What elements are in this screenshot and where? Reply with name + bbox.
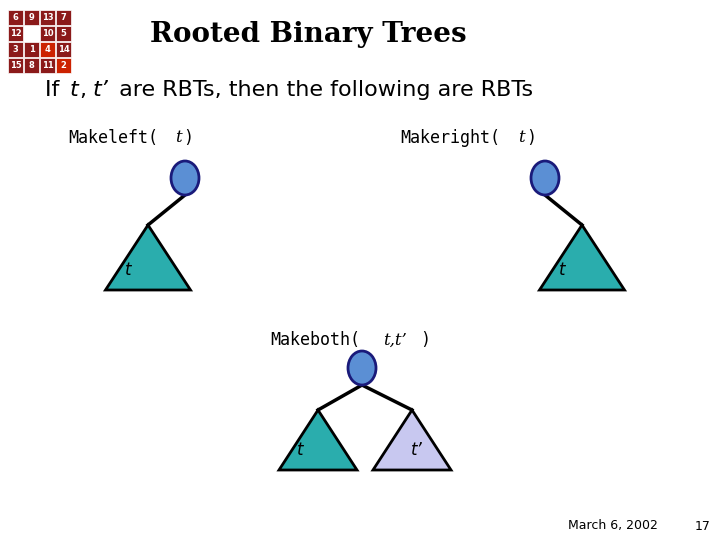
Bar xyxy=(56,26,71,41)
Text: ,: , xyxy=(80,80,94,100)
Bar xyxy=(24,26,39,41)
Bar xyxy=(40,26,55,41)
Text: t: t xyxy=(125,261,131,279)
Text: 14: 14 xyxy=(58,45,69,54)
Bar xyxy=(8,10,23,25)
Ellipse shape xyxy=(531,161,559,195)
Polygon shape xyxy=(106,225,191,290)
Text: Makeleft(: Makeleft( xyxy=(68,129,158,147)
Polygon shape xyxy=(539,225,624,290)
Bar xyxy=(24,42,39,57)
Text: are RBTs, then the following are RBTs: are RBTs, then the following are RBTs xyxy=(112,80,533,100)
Text: 6: 6 xyxy=(12,13,19,22)
Text: t: t xyxy=(70,80,78,100)
Text: 15: 15 xyxy=(9,61,22,70)
Text: Rooted Binary Trees: Rooted Binary Trees xyxy=(150,22,467,49)
Text: 3: 3 xyxy=(13,45,19,54)
Bar xyxy=(8,26,23,41)
Bar xyxy=(40,42,55,57)
Ellipse shape xyxy=(171,161,199,195)
Bar xyxy=(24,58,39,73)
Text: 12: 12 xyxy=(9,29,22,38)
Text: 5: 5 xyxy=(60,29,66,38)
Text: March 6, 2002: March 6, 2002 xyxy=(568,519,658,532)
Text: 11: 11 xyxy=(42,61,53,70)
Text: 8: 8 xyxy=(29,61,35,70)
Text: t: t xyxy=(297,441,303,459)
Text: 4: 4 xyxy=(45,45,50,54)
Polygon shape xyxy=(373,410,451,470)
Text: t’: t’ xyxy=(93,80,109,100)
Text: 13: 13 xyxy=(42,13,53,22)
Text: t: t xyxy=(559,261,565,279)
Text: 7: 7 xyxy=(60,13,66,22)
Text: If: If xyxy=(45,80,66,100)
Bar xyxy=(40,58,55,73)
Text: ): ) xyxy=(526,129,536,147)
Text: ): ) xyxy=(420,331,430,349)
Text: t: t xyxy=(175,130,181,146)
Text: 10: 10 xyxy=(42,29,53,38)
Text: Makeright(: Makeright( xyxy=(400,129,500,147)
Bar xyxy=(56,58,71,73)
Bar xyxy=(24,10,39,25)
Bar xyxy=(56,10,71,25)
Text: 1: 1 xyxy=(29,45,35,54)
Text: 17: 17 xyxy=(695,519,711,532)
Bar xyxy=(56,42,71,57)
Text: Makeboth(: Makeboth( xyxy=(270,331,360,349)
Text: t,t’: t,t’ xyxy=(383,332,407,348)
Text: ): ) xyxy=(183,129,193,147)
Polygon shape xyxy=(279,410,357,470)
Bar xyxy=(8,42,23,57)
Text: 9: 9 xyxy=(29,13,35,22)
Bar xyxy=(40,10,55,25)
Ellipse shape xyxy=(348,351,376,385)
Text: t’: t’ xyxy=(411,441,423,459)
Text: t: t xyxy=(518,130,525,146)
Text: 2: 2 xyxy=(60,61,66,70)
Bar xyxy=(8,58,23,73)
